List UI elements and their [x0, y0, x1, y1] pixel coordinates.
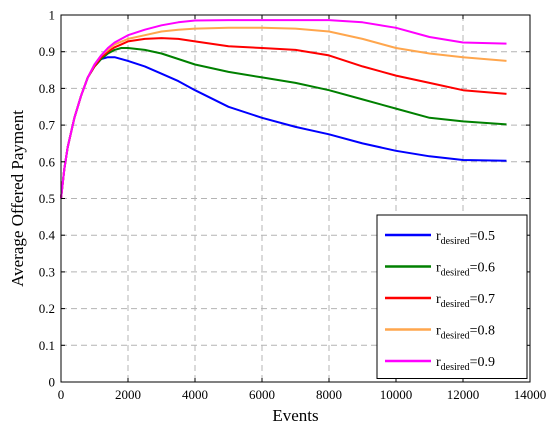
y-tick-label: 0.2	[39, 301, 55, 316]
x-tick-label: 2000	[115, 387, 141, 402]
legend-label-2: rdesired=0.6	[436, 261, 495, 279]
y-tick-label: 0.1	[39, 338, 55, 353]
axis-ticks	[60, 14, 531, 383]
series-line-5	[60, 19, 507, 199]
x-tick-label: 8000	[316, 387, 342, 402]
x-tick-label: 10000	[380, 387, 413, 402]
x-tick-label: 12000	[447, 387, 480, 402]
legend-label-1: rdesired=0.5	[436, 229, 495, 247]
x-tick-labels: 0 2000 4000 6000 8000 10000 12000 14000	[58, 387, 547, 402]
y-tick-label: 0.6	[39, 154, 56, 169]
x-tick-label: 6000	[249, 387, 275, 402]
y-tick-label: 0.8	[39, 81, 55, 96]
series-lines	[60, 19, 507, 199]
x-axis-title: Events	[272, 406, 318, 425]
legend-label-5: rdesired=0.9	[436, 355, 495, 373]
series-line-4	[60, 26, 507, 199]
y-tick-label: 0.4	[39, 228, 56, 243]
legend-label-3: rdesired=0.7	[436, 292, 495, 310]
y-tick-label: 0.9	[39, 44, 55, 59]
y-tick-labels: 0 0.1 0.2 0.3 0.4 0.5 0.6 0.7 0.8 0.9 1	[39, 8, 56, 390]
y-tick-label: 0.3	[39, 264, 55, 279]
y-tick-label: 0	[49, 375, 56, 390]
legend-label-4: rdesired=0.8	[436, 324, 495, 342]
y-tick-label: 1	[49, 8, 56, 23]
y-tick-label: 0.7	[39, 118, 56, 133]
legend: rdesired=0.5 rdesired=0.6 rdesired=0.7 rdes…	[376, 214, 528, 379]
x-tick-label: 4000	[182, 387, 208, 402]
x-tick-label: 14000	[514, 387, 547, 402]
x-tick-label: 0	[58, 387, 65, 402]
y-axis-title: Average Offered Payment	[8, 110, 27, 287]
y-tick-label: 0.5	[39, 191, 55, 206]
